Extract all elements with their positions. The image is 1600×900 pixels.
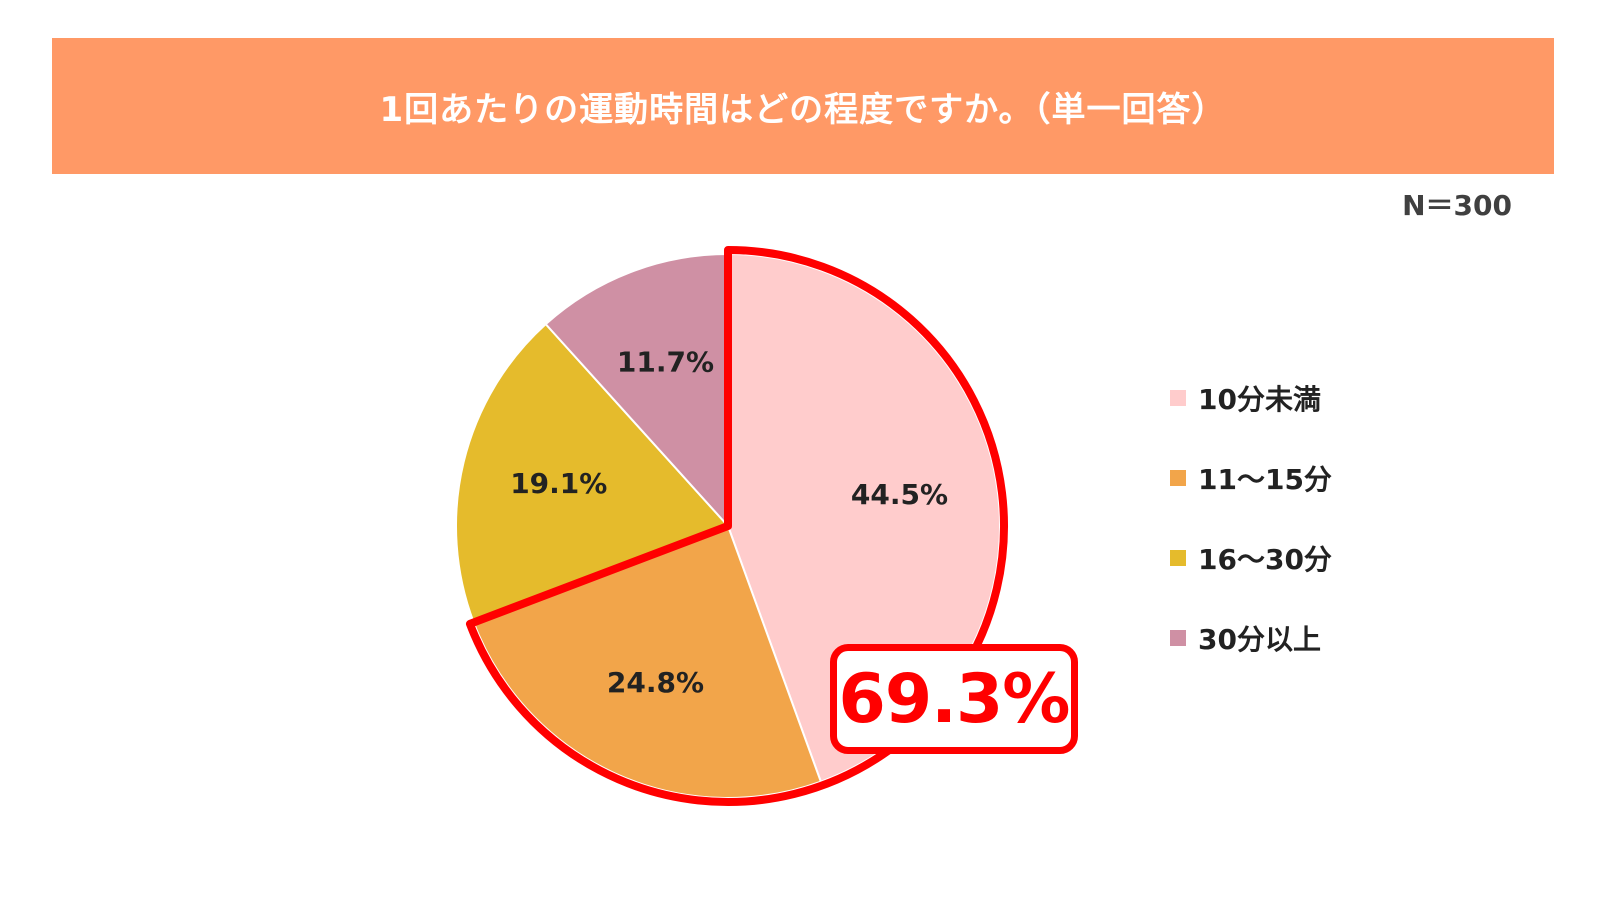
legend-label: 30分以上 bbox=[1198, 623, 1321, 656]
slice-value-label: 24.8% bbox=[607, 666, 704, 699]
legend-item: 10分未満 bbox=[1170, 378, 1332, 418]
legend-label: 11～15分 bbox=[1198, 463, 1332, 496]
highlight-value: 69.3% bbox=[838, 659, 1071, 739]
legend-swatch bbox=[1170, 470, 1186, 486]
legend-label: 16～30分 bbox=[1198, 543, 1332, 576]
pie-slice bbox=[544, 252, 729, 529]
pie-value-labels: 44.5% 24.8% 19.1% 11.7% bbox=[510, 346, 948, 700]
sample-size-label: N＝300 bbox=[1402, 189, 1512, 222]
legend-swatch bbox=[1170, 630, 1186, 646]
legend-item: 11～15分 bbox=[1170, 458, 1332, 498]
title-bar: 1回あたりの運動時間はどの程度ですか。（単一回答） bbox=[52, 38, 1554, 174]
slice-value-label: 11.7% bbox=[617, 346, 714, 379]
legend: 10分未満 11～15分 16～30分 30分以上 bbox=[1170, 378, 1332, 698]
pie-slices bbox=[455, 252, 1001, 799]
legend-swatch bbox=[1170, 390, 1186, 406]
pie-slice bbox=[472, 524, 823, 799]
legend-label: 10分未満 bbox=[1198, 383, 1321, 416]
highlight-callout: 69.3% bbox=[830, 644, 1078, 754]
slice-value-label: 44.5% bbox=[851, 478, 948, 511]
legend-item: 16～30分 bbox=[1170, 538, 1332, 578]
slice-value-label: 19.1% bbox=[510, 467, 607, 500]
legend-item: 30分以上 bbox=[1170, 618, 1332, 658]
chart-title: 1回あたりの運動時間はどの程度ですか。（単一回答） bbox=[379, 89, 1227, 130]
legend-swatch bbox=[1170, 550, 1186, 566]
